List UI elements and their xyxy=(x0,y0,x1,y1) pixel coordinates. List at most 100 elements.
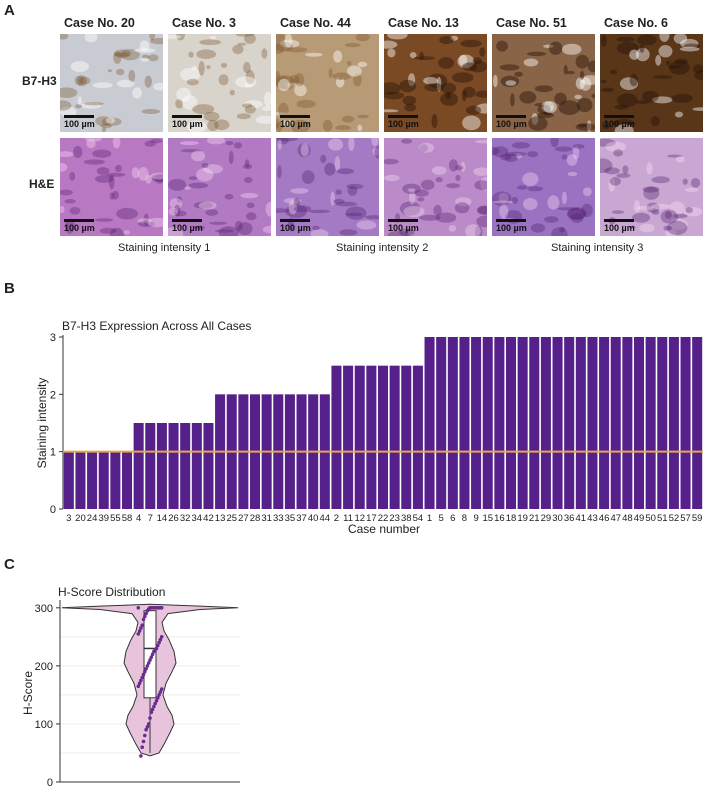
bar-chart-x-tick-label: 24 xyxy=(87,513,98,524)
h-score-point xyxy=(146,722,151,726)
scale-label: 100 µm xyxy=(280,223,311,233)
bar-case-48 xyxy=(622,337,633,509)
ihc-image-5: 100 µm xyxy=(492,34,595,132)
h-score-point xyxy=(136,606,141,610)
case-title-4: Case No. 13 xyxy=(388,16,459,30)
bar-chart-x-tick-label: 32 xyxy=(180,513,191,524)
bar-chart-x-tick-label: 41 xyxy=(576,513,587,524)
h-score-point xyxy=(146,661,151,665)
violin-y-tick-label: 200 xyxy=(35,661,53,673)
h-score-point xyxy=(141,739,146,744)
violin-chart-title: H-Score Distribution xyxy=(58,585,165,599)
panel-a-letter: A xyxy=(4,2,15,19)
bar-chart-y-tick-label: 0 xyxy=(50,504,56,516)
intensity-label-3: Staining intensity 3 xyxy=(551,242,644,254)
bar-chart-x-tick-label: 5 xyxy=(439,513,444,524)
bar-chart-x-tick-label: 50 xyxy=(645,513,656,524)
bar-chart-x-tick-label: 37 xyxy=(296,513,307,524)
scale-bar xyxy=(280,219,310,222)
bar-chart-x-tick-label: 33 xyxy=(273,513,284,524)
bar-case-2 xyxy=(331,365,342,509)
h-score-point xyxy=(144,611,148,616)
tissue-texture xyxy=(600,34,703,132)
tissue-texture xyxy=(276,34,370,132)
scale-bar xyxy=(496,219,526,222)
h-score-point xyxy=(136,632,141,636)
panel-b-letter: B xyxy=(4,280,15,297)
scale-bar xyxy=(64,219,94,222)
h-score-point xyxy=(143,669,147,674)
bar-chart-x-tick-label: 12 xyxy=(354,513,365,524)
bar-case-32 xyxy=(180,423,191,509)
bar-case-52 xyxy=(668,337,679,509)
bar-case-14 xyxy=(156,423,167,509)
bar-chart-x-tick-label: 20 xyxy=(75,513,86,524)
ihc-image-4: 100 µm xyxy=(384,34,487,132)
scale-label: 100 µm xyxy=(496,223,527,233)
bar-chart-x-tick-label: 26 xyxy=(168,513,179,524)
bar-case-9 xyxy=(471,337,482,509)
bar-chart-x-tick-label: 44 xyxy=(320,513,331,524)
bar-chart-x-tick-label: 7 xyxy=(148,513,153,524)
violin-y-tick-label: 300 xyxy=(35,603,53,615)
h-score-point xyxy=(140,745,144,749)
case-title-3: Case No. 44 xyxy=(280,16,351,30)
bar-case-5 xyxy=(436,337,447,509)
scale-label: 100 µm xyxy=(388,119,419,129)
scale-bar xyxy=(604,219,634,222)
h-score-point xyxy=(141,672,146,677)
bar-chart-ylabel: Staining intensity xyxy=(35,378,49,469)
bar-chart-x-tick-label: 59 xyxy=(692,513,703,524)
bar-case-43 xyxy=(587,337,598,509)
h-score-point xyxy=(148,716,152,720)
row-label-he: H&E xyxy=(29,177,55,191)
bar-chart-x-tick-label: 39 xyxy=(98,513,109,524)
row-label-ihc: B7-H3 xyxy=(22,74,57,88)
bar-chart-x-tick-label: 36 xyxy=(564,513,575,524)
bar-chart-x-tick-label: 22 xyxy=(378,513,389,524)
h-score-point xyxy=(158,690,163,694)
tissue-texture xyxy=(492,40,595,132)
bar-case-18 xyxy=(505,337,517,509)
h-score-point xyxy=(152,704,156,709)
bar-chart-x-tick-label: 19 xyxy=(517,513,528,524)
intensity-label-1: Staining intensity 1 xyxy=(118,242,211,254)
he-image-1: 100 µm xyxy=(60,138,163,236)
scale-label: 100 µm xyxy=(64,223,95,233)
scale-label: 100 µm xyxy=(280,119,311,129)
violin-y-tick-label: 0 xyxy=(47,777,53,788)
bar-chart-y-tick-label: 2 xyxy=(50,389,56,401)
ihc-image-2: 100 µm xyxy=(168,34,271,132)
h-score-point xyxy=(154,698,159,703)
bar-chart-x-tick-label: 49 xyxy=(634,513,645,524)
bar-chart-x-tick-label: 55 xyxy=(110,513,121,524)
scale-label: 100 µm xyxy=(64,119,95,129)
he-image-6: 100 µm xyxy=(600,138,703,236)
scale-bar xyxy=(172,115,202,118)
bar-case-34 xyxy=(191,423,202,509)
scale-label: 100 µm xyxy=(172,119,203,129)
scale-label: 100 µm xyxy=(604,223,635,233)
bar-chart-x-tick-label: 51 xyxy=(657,513,668,524)
bar-case-47 xyxy=(610,337,621,509)
bar-chart-y-tick-label: 3 xyxy=(50,332,56,344)
bar-case-7 xyxy=(145,423,156,509)
bar-chart-x-tick-label: 46 xyxy=(599,513,610,524)
bar-case-26 xyxy=(168,423,179,509)
scale-bar xyxy=(388,219,418,222)
h-score-point xyxy=(143,614,147,619)
bar-chart-x-tick-label: 15 xyxy=(482,513,493,524)
violin-y-tick-label: 100 xyxy=(35,719,53,731)
bar-case-30 xyxy=(552,337,563,509)
scale-label: 100 µm xyxy=(172,223,203,233)
bar-case-50 xyxy=(645,337,656,509)
panel-c-letter: C xyxy=(4,556,15,573)
bar-case-8 xyxy=(459,337,470,509)
bar-chart-x-tick-label: 6 xyxy=(450,513,455,524)
scale-label: 100 µm xyxy=(604,119,635,129)
bar-case-1 xyxy=(424,337,435,509)
bar-chart-x-tick-label: 14 xyxy=(157,513,168,524)
tissue-texture xyxy=(60,138,163,236)
h-score-point xyxy=(153,701,157,706)
bar-chart-x-tick-label: 38 xyxy=(401,513,412,524)
